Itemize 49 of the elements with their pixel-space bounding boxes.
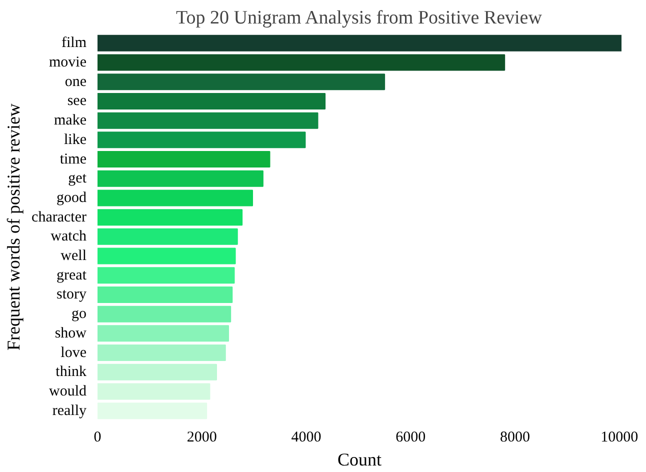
x-axis-title: Count [337, 450, 382, 470]
x-tick-label: 6000 [396, 430, 426, 446]
bar [98, 54, 506, 71]
y-tick-label: well [60, 248, 87, 264]
bar [98, 364, 217, 380]
chart-title: Top 20 Unigram Analysis from Positive Review [176, 8, 542, 28]
x-tick-label: 10000 [600, 430, 638, 446]
bar [98, 402, 208, 420]
y-tick-label: would [49, 383, 87, 400]
y-tick-label: good [56, 190, 87, 206]
bar [98, 170, 264, 187]
y-tick-label: like [64, 132, 87, 148]
bar [98, 267, 235, 284]
y-axis-title: Frequent words of positive review [4, 104, 24, 350]
bar [98, 74, 386, 90]
y-tick-label: great [56, 267, 88, 284]
y-tick-label: film [62, 35, 87, 52]
bar [98, 248, 236, 264]
bar [98, 112, 318, 129]
x-tick-label: 8000 [500, 430, 530, 446]
x-tick-label: 4000 [291, 430, 322, 446]
y-tick-label: time [60, 151, 87, 168]
y-tick-label: make [54, 112, 87, 129]
bar [98, 34, 622, 52]
bar [98, 151, 270, 168]
bar [98, 306, 232, 322]
y-tick-label: character [32, 209, 87, 226]
bar [98, 228, 238, 245]
bar [98, 286, 233, 303]
y-tick-label: really [52, 402, 87, 419]
bar [98, 325, 229, 342]
y-tick-label: one [64, 74, 87, 90]
y-tick-label: go [72, 306, 86, 322]
bar [98, 383, 210, 400]
bar [98, 209, 243, 226]
y-tick-label: see [67, 93, 87, 110]
y-tick-label: movie [49, 54, 87, 71]
y-tick-label: story [56, 286, 87, 303]
x-tick-label: 2000 [186, 430, 217, 446]
bar [98, 132, 306, 148]
bar [98, 190, 254, 206]
x-tick-label: 0 [94, 430, 102, 446]
y-tick-label: love [60, 344, 87, 361]
y-tick-label: think [56, 364, 87, 380]
y-tick-label: watch [50, 228, 87, 245]
y-tick-label: get [68, 170, 88, 187]
bar [98, 344, 226, 362]
y-tick-label: show [54, 325, 87, 342]
bar [98, 92, 326, 110]
